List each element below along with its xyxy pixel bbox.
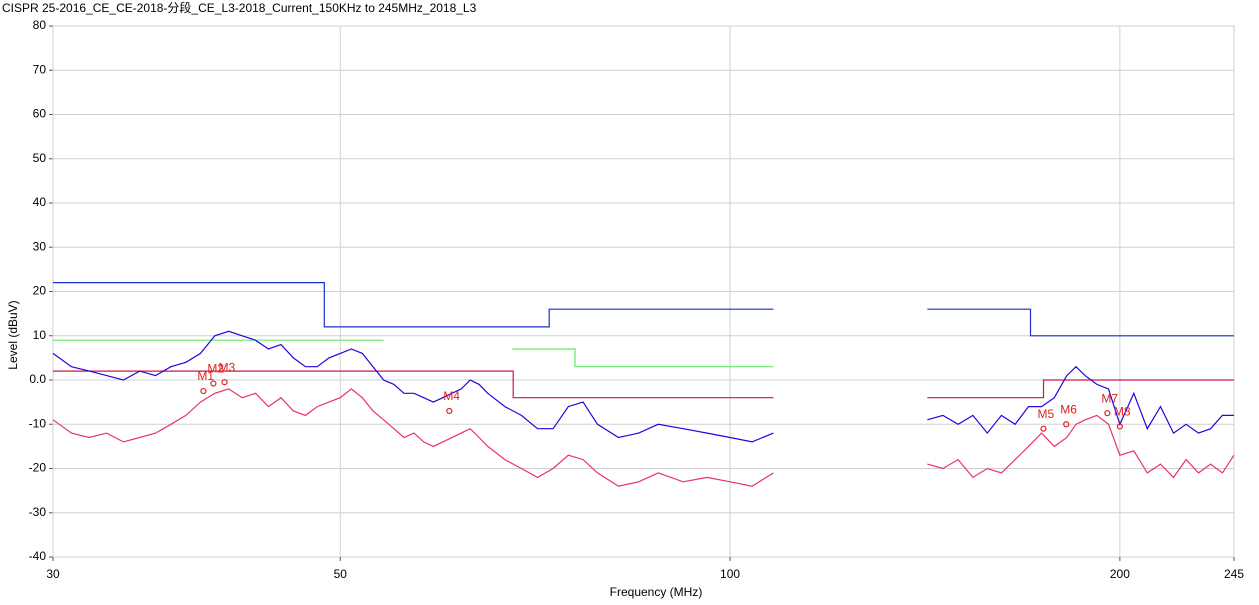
y-tick-label: -40 (29, 549, 47, 563)
y-tick-label: 0.0 (29, 372, 46, 386)
marker-point (1040, 425, 1047, 432)
y-axis-label: Level (dBuV) (6, 300, 20, 369)
series-line (53, 339, 774, 368)
x-tick-label: 100 (720, 567, 740, 581)
series-line (52, 388, 1235, 487)
y-tick-label: 10 (33, 328, 47, 342)
marker-label: M2 (207, 362, 224, 376)
marker-label: M8 (1114, 405, 1131, 419)
marker-label: M3 (219, 360, 236, 374)
y-tick-label: 70 (33, 62, 47, 76)
series-line (53, 370, 1234, 399)
marker-point (210, 380, 217, 387)
y-tick-label: 30 (33, 239, 47, 253)
marker-point (200, 387, 207, 395)
y-tick-label: 80 (33, 18, 47, 32)
marker-label: M5 (1037, 407, 1054, 421)
marker-label: M1 (197, 369, 214, 383)
y-tick-label: -30 (29, 505, 47, 519)
series-line (52, 330, 1234, 443)
marker-point (1104, 410, 1111, 417)
marker-label: M7 (1101, 391, 1118, 405)
y-tick-label: 60 (33, 107, 47, 121)
marker-label: M6 (1060, 402, 1077, 416)
y-tick-label: 50 (33, 151, 47, 165)
x-tick-label: 245 (1224, 567, 1244, 581)
marker-point (1116, 423, 1123, 430)
y-tick-label: -10 (29, 416, 47, 430)
marker-label: M4 (443, 389, 460, 403)
chart-title: CISPR 25-2016_CE_CE-2018-分段_CE_L3-2018_C… (2, 0, 477, 15)
x-tick-label: 200 (1110, 567, 1130, 581)
x-axis-label: Frequency (MHz) (610, 585, 703, 599)
y-tick-label: -20 (29, 461, 47, 475)
marker-point (1063, 421, 1070, 428)
series-line (53, 282, 1234, 337)
x-tick-label: 50 (334, 567, 348, 581)
x-tick-label: 30 (46, 567, 60, 581)
marker-point (221, 379, 228, 386)
y-tick-label: 20 (33, 284, 47, 298)
y-tick-label: 40 (33, 195, 47, 209)
marker-point (446, 407, 453, 415)
